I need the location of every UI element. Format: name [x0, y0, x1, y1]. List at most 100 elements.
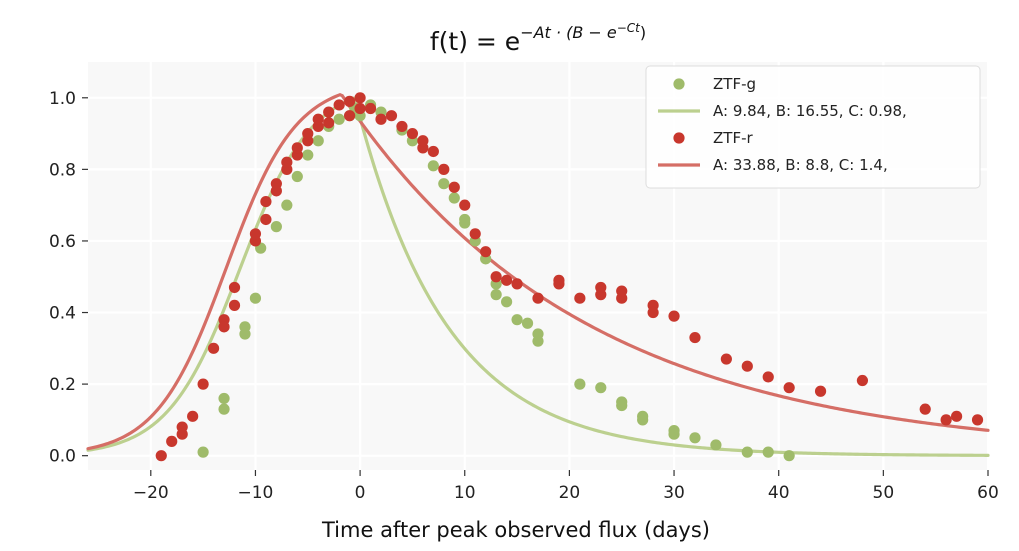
legend-marker: [673, 78, 685, 90]
point-ztf-g: [532, 335, 544, 347]
y-axis-ticks: 0.0 0.2 0.4 0.6 0.8 1.0: [49, 89, 88, 467]
title-inner-exponent: −Ct: [617, 21, 641, 35]
point-ztf-r: [344, 95, 356, 107]
y-tick-label: 0.6: [49, 232, 76, 252]
point-ztf-g: [218, 392, 230, 405]
x-tick-label: 10: [454, 483, 476, 503]
point-ztf-g: [511, 314, 523, 326]
point-ztf-r: [951, 410, 963, 422]
point-ztf-r: [291, 142, 303, 154]
data-points: [155, 92, 984, 462]
point-ztf-g: [218, 403, 230, 415]
point-ztf-r: [814, 385, 827, 397]
point-ztf-g: [574, 378, 586, 390]
point-ztf-g: [521, 317, 534, 329]
point-ztf-r: [187, 410, 199, 422]
point-ztf-r: [448, 181, 460, 193]
point-ztf-r: [532, 292, 544, 304]
point-ztf-r: [323, 117, 335, 129]
point-ztf-g: [637, 410, 649, 422]
point-ztf-g: [710, 439, 722, 451]
point-ztf-r: [940, 414, 952, 426]
point-ztf-r: [919, 403, 931, 415]
chart-title: f(t) = e−At · (B − e−Ct): [430, 21, 646, 56]
point-ztf-r: [176, 428, 188, 440]
point-ztf-r: [218, 321, 230, 333]
point-ztf-r: [406, 127, 419, 140]
point-ztf-r: [647, 306, 659, 319]
point-ztf-g: [239, 321, 251, 333]
x-tick-label: −20: [133, 483, 169, 503]
point-ztf-g: [448, 192, 460, 204]
point-ztf-g: [762, 446, 774, 458]
y-tick-label: 1.0: [49, 89, 76, 109]
legend-box: [645, 65, 981, 189]
x-tick-label: −10: [237, 483, 273, 503]
point-ztf-r: [249, 228, 262, 240]
legend-label: ZTF-r: [713, 129, 753, 147]
title-suffix: ): [640, 23, 646, 42]
point-ztf-r: [616, 285, 628, 297]
point-ztf-r: [228, 299, 241, 311]
point-ztf-r: [741, 360, 753, 372]
point-ztf-g: [668, 428, 680, 440]
point-ztf-r: [469, 228, 481, 240]
point-ztf-r: [490, 271, 502, 283]
point-ztf-r: [385, 110, 398, 122]
point-ztf-r: [689, 331, 701, 344]
fit-curve-ztf-g: [86, 96, 990, 457]
title-exponent: −At · (B − e: [520, 23, 617, 42]
x-tick-label: 60: [977, 483, 999, 503]
point-ztf-r: [364, 102, 377, 115]
point-ztf-r: [228, 281, 241, 294]
point-ztf-r: [166, 435, 178, 447]
y-tick-label: 0.4: [49, 304, 76, 324]
point-ztf-g: [741, 446, 753, 458]
x-tick-label: 20: [559, 483, 581, 503]
x-tick-label: 0: [355, 483, 366, 503]
point-ztf-r: [197, 378, 209, 390]
point-ztf-r: [312, 113, 324, 125]
point-ztf-r: [260, 195, 272, 208]
point-ztf-r: [396, 120, 408, 133]
point-ztf-g: [249, 292, 262, 304]
point-ztf-r: [344, 110, 356, 122]
point-ztf-g: [438, 178, 450, 190]
point-ztf-r: [595, 281, 607, 294]
point-ztf-r: [856, 374, 869, 387]
point-ztf-g: [490, 289, 502, 301]
legend-marker: [673, 132, 685, 144]
point-ztf-r: [511, 278, 523, 290]
point-ztf-r: [438, 163, 450, 175]
point-ztf-r: [553, 274, 565, 286]
x-axis-label: Time after peak observed flux (days): [321, 518, 710, 542]
point-ztf-g: [595, 382, 607, 394]
point-ztf-r: [260, 213, 272, 226]
point-ztf-g: [291, 170, 303, 183]
point-ztf-g: [616, 396, 628, 408]
y-tick-label: 0.0: [49, 447, 76, 467]
point-ztf-r: [783, 382, 795, 394]
point-ztf-r: [375, 113, 387, 125]
point-ztf-r: [270, 185, 282, 197]
point-ztf-r: [354, 102, 366, 115]
legend-label: A: 33.88, B: 8.8, C: 1.4,: [713, 156, 888, 174]
legend: ZTF-g A: 9.84, B: 16.55, C: 0.98, ZTF-r A: …: [645, 65, 981, 189]
point-ztf-r: [333, 99, 345, 111]
x-tick-label: 40: [768, 483, 790, 503]
point-ztf-g: [312, 135, 324, 147]
point-ztf-r: [281, 156, 293, 168]
point-ztf-r: [574, 292, 586, 304]
point-ztf-r: [480, 246, 492, 258]
title-prefix: f(t) = e: [430, 27, 520, 56]
point-ztf-r: [427, 145, 439, 158]
point-ztf-r: [459, 199, 471, 211]
x-axis-ticks: −20 −10 0 10 20 30 40 50 60: [133, 470, 999, 503]
point-ztf-g: [427, 160, 439, 172]
point-ztf-r: [762, 371, 774, 383]
point-ztf-g: [197, 446, 209, 458]
point-ztf-g: [270, 221, 282, 233]
point-ztf-g: [302, 149, 314, 161]
point-ztf-r: [720, 353, 732, 365]
